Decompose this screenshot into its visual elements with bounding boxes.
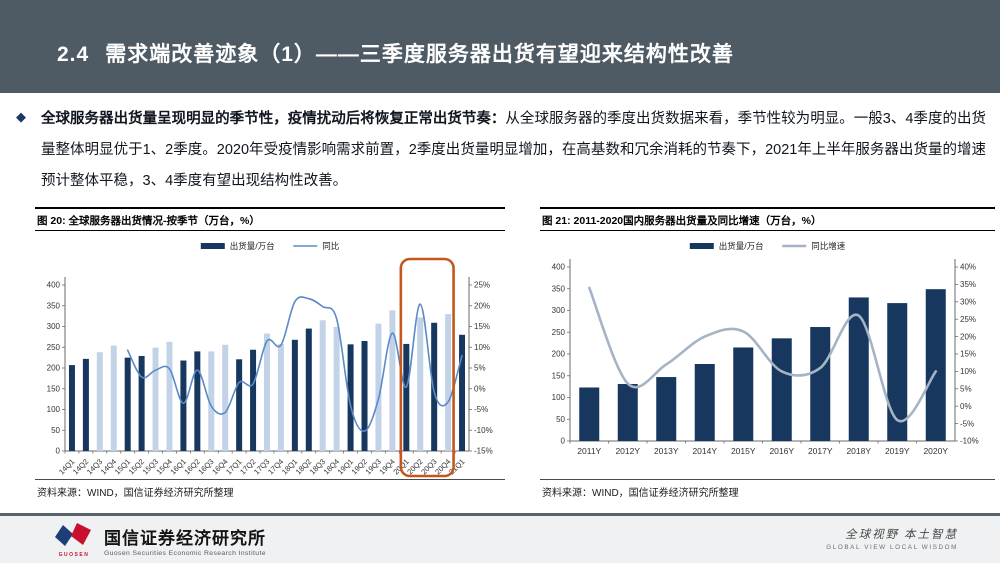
svg-text:400: 400 <box>47 281 61 290</box>
diamond-bullet-icon: ◆ <box>16 109 26 124</box>
slogan-en: GLOBAL VIEW LOCAL WISDOM <box>826 544 958 551</box>
svg-text:400: 400 <box>552 263 566 272</box>
figure-20-title: 图 20: 全球服务器出货情况-按季节（万台，%） <box>35 207 505 231</box>
svg-text:300: 300 <box>552 306 566 315</box>
svg-text:-5%: -5% <box>474 405 488 414</box>
svg-text:250: 250 <box>552 328 566 337</box>
svg-text:2013Y: 2013Y <box>654 446 679 456</box>
svg-text:2012Y: 2012Y <box>615 446 640 456</box>
svg-text:15%: 15% <box>960 350 976 359</box>
china-server-annual-shipments-chart: 0 50 100 150 200 250 300 350 400 -10% -5% 0% 5% 10% 15… <box>552 241 979 456</box>
figure-21-block: 图 21: 2011-2020国内服务器出货量及同比增速（万台，%） 0 50 10… <box>540 207 995 499</box>
svg-text:0%: 0% <box>474 384 486 393</box>
global-server-quarterly-shipments-chart: 0 50 100 150 200 250 300 350 400 -15% -10% -5% 0% 5% 1… <box>47 241 493 478</box>
figure-21-source: 资料来源：WIND，国信证券经济研究所整理 <box>540 479 995 499</box>
svg-text:-15%: -15% <box>474 447 493 456</box>
figure-20-source: 资料来源：WIND，国信证券经济研究所整理 <box>35 479 505 499</box>
svg-text:200: 200 <box>552 350 566 359</box>
svg-text:2011Y: 2011Y <box>577 446 601 456</box>
svg-text:10%: 10% <box>474 343 490 352</box>
summary-lead-text: 全球服务器出货量呈现明显的季节性，疫情扰动后将恢复正常出货节奏： <box>41 111 506 127</box>
summary-body-text: 从全球服务器的季度出货数据来看，季节性较为明显。一般3、4季度的出货量整体明显优… <box>41 111 986 189</box>
figure-21-title: 图 21: 2011-2020国内服务器出货量及同比增速（万台，%） <box>540 207 995 231</box>
svg-text:2020Y: 2020Y <box>923 446 948 456</box>
guosen-diamonds-icon <box>55 523 91 546</box>
svg-text:0: 0 <box>56 447 61 456</box>
svg-text:2016Y: 2016Y <box>769 446 794 456</box>
svg-text:350: 350 <box>47 301 61 310</box>
svg-text:250: 250 <box>47 343 61 352</box>
svg-text:35%: 35% <box>960 280 976 289</box>
svg-text:200: 200 <box>47 364 61 373</box>
svg-text:2014Y: 2014Y <box>692 446 717 456</box>
svg-text:出货量/万台: 出货量/万台 <box>230 241 275 251</box>
svg-text:150: 150 <box>552 371 566 380</box>
svg-text:2018Y: 2018Y <box>846 446 871 456</box>
svg-text:40%: 40% <box>960 263 976 272</box>
svg-text:100: 100 <box>47 405 61 414</box>
svg-text:0%: 0% <box>960 402 972 411</box>
svg-text:30%: 30% <box>960 298 976 307</box>
svg-text:-10%: -10% <box>474 426 493 435</box>
svg-text:2019Y: 2019Y <box>885 446 910 456</box>
svg-text:0: 0 <box>561 437 566 446</box>
svg-text:10%: 10% <box>960 367 976 376</box>
guosen-logo-text: GUOSEN <box>58 552 90 558</box>
svg-text:50: 50 <box>51 426 60 435</box>
svg-text:-5%: -5% <box>960 419 974 428</box>
svg-text:50: 50 <box>556 415 565 424</box>
header-bar: 2.4 需求端改善迹象（1）——三季度服务器出货有望迎来结构性改善 <box>0 0 1000 93</box>
svg-text:100: 100 <box>552 393 566 402</box>
svg-text:150: 150 <box>47 384 61 393</box>
svg-text:5%: 5% <box>960 385 972 394</box>
svg-text:-10%: -10% <box>960 437 979 446</box>
svg-text:300: 300 <box>47 322 61 331</box>
slogan-block: 全球视野 本土智慧 GLOBAL VIEW LOCAL WISDOM <box>826 526 958 551</box>
svg-text:20%: 20% <box>474 301 490 310</box>
svg-text:25%: 25% <box>960 315 976 324</box>
svg-text:2015Y: 2015Y <box>731 446 756 456</box>
guosen-logo-icon: GUOSEN <box>52 522 96 558</box>
svg-text:2017Y: 2017Y <box>808 446 833 456</box>
footer-bar: GUOSEN 国信证券经济研究所 Guosen Securities Econo… <box>0 513 1000 563</box>
company-name-en: Guosen Securities Economic Research Inst… <box>104 550 266 557</box>
svg-text:25%: 25% <box>474 281 490 290</box>
company-block: 国信证券经济研究所 Guosen Securities Economic Res… <box>104 524 266 557</box>
svg-text:同比增速: 同比增速 <box>811 241 846 251</box>
summary-paragraph: 全球服务器出货量呈现明显的季节性，疫情扰动后将恢复正常出货节奏：从全球服务器的季… <box>41 104 986 197</box>
svg-text:出货量/万台: 出货量/万台 <box>719 241 764 251</box>
figure-20-block: 图 20: 全球服务器出货情况-按季节（万台，%） 0 50 100 150 200 25… <box>35 207 505 499</box>
svg-text:350: 350 <box>552 284 566 293</box>
svg-text:同比: 同比 <box>322 241 339 251</box>
svg-text:15%: 15% <box>474 322 490 331</box>
page-title: 2.4 需求端改善迹象（1）——三季度服务器出货有望迎来结构性改善 <box>57 38 734 68</box>
slogan-cn: 全球视野 本土智慧 <box>845 529 958 541</box>
section-title-text: 需求端改善迹象（1）——三季度服务器出货有望迎来结构性改善 <box>105 43 734 66</box>
company-name-cn: 国信证券经济研究所 <box>104 529 266 548</box>
svg-text:20%: 20% <box>960 332 976 341</box>
section-number: 2.4 <box>57 43 90 66</box>
svg-text:5%: 5% <box>474 364 486 373</box>
